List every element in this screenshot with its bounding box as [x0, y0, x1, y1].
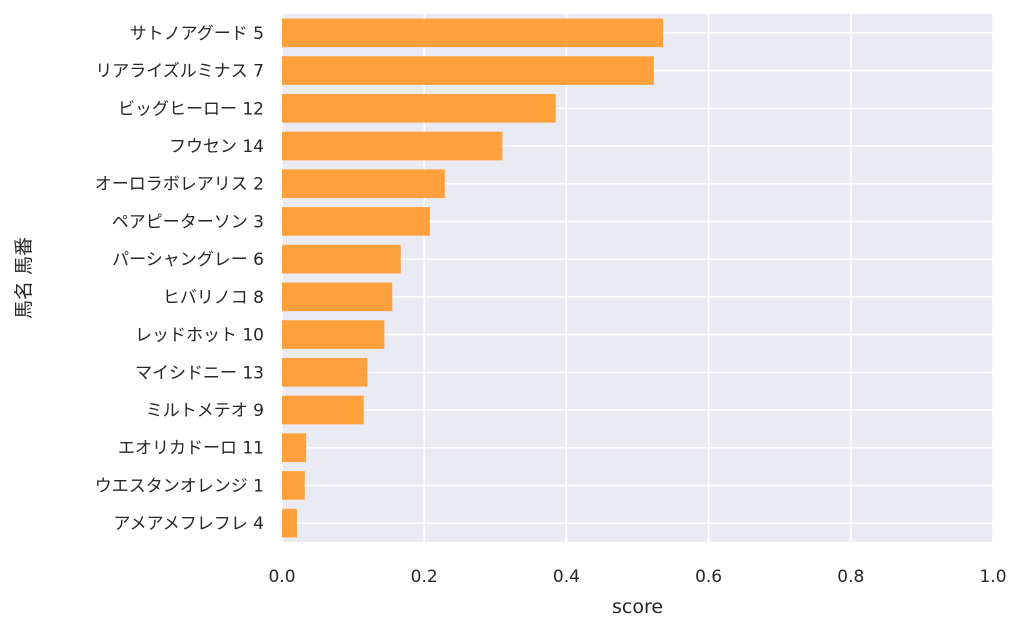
bar — [282, 18, 664, 48]
bar — [282, 395, 364, 425]
x-tick-label: 0.4 — [553, 567, 580, 587]
x-tick-label: 0.8 — [837, 567, 864, 587]
y-tick-label: リアライズルミナス 7 — [95, 62, 264, 82]
bar — [282, 93, 556, 123]
x-tick-label: 1.0 — [979, 567, 1006, 587]
plot-background — [282, 14, 993, 542]
y-axis-title: 馬名 馬番 — [13, 237, 35, 319]
x-tick-label: 0.0 — [268, 567, 295, 587]
bar — [282, 56, 654, 85]
y-tick-label: パーシャングレー 6 — [112, 250, 264, 270]
x-tick-label: 0.2 — [411, 567, 438, 587]
y-tick-label: オーロラボレアリス 2 — [95, 175, 264, 195]
y-tick-label: ペアピーターソン 3 — [112, 212, 264, 232]
bar — [282, 357, 368, 387]
bars — [282, 18, 664, 538]
x-tick-labels: 0.0 0.2 0.4 0.6 0.8 1.0 — [268, 567, 1006, 587]
y-tick-label: エオリカドーロ 11 — [118, 439, 264, 459]
y-tick-label: ウエスタンオレンジ 1 — [95, 476, 264, 496]
bar — [282, 471, 305, 500]
y-tick-label: アメアメフレフレ 4 — [113, 514, 264, 534]
bar — [282, 207, 430, 236]
x-axis-title: score — [612, 596, 663, 618]
bar — [282, 433, 307, 463]
bar — [282, 244, 401, 274]
y-tick-labels: サトノアグード 5 リアライズルミナス 7 ビッグヒーロー 12 フウセン 14 オーロ… — [95, 24, 264, 534]
y-tick-label: レッドホット 10 — [135, 326, 264, 346]
y-tick-label: マイシドニー 13 — [135, 363, 264, 383]
bar — [282, 169, 445, 199]
x-tick-label: 0.6 — [695, 567, 722, 587]
bar — [282, 320, 385, 349]
bar — [282, 282, 393, 312]
bar — [282, 131, 503, 161]
bar — [282, 508, 297, 538]
y-tick-label: ミルトメテオ 9 — [146, 401, 264, 421]
y-tick-label: ヒバリノコ 8 — [163, 288, 264, 308]
y-tick-label: サトノアグード 5 — [130, 24, 264, 44]
y-tick-label: フウセン 14 — [169, 137, 264, 157]
y-tick-label: ビッグヒーロー 12 — [118, 99, 264, 119]
